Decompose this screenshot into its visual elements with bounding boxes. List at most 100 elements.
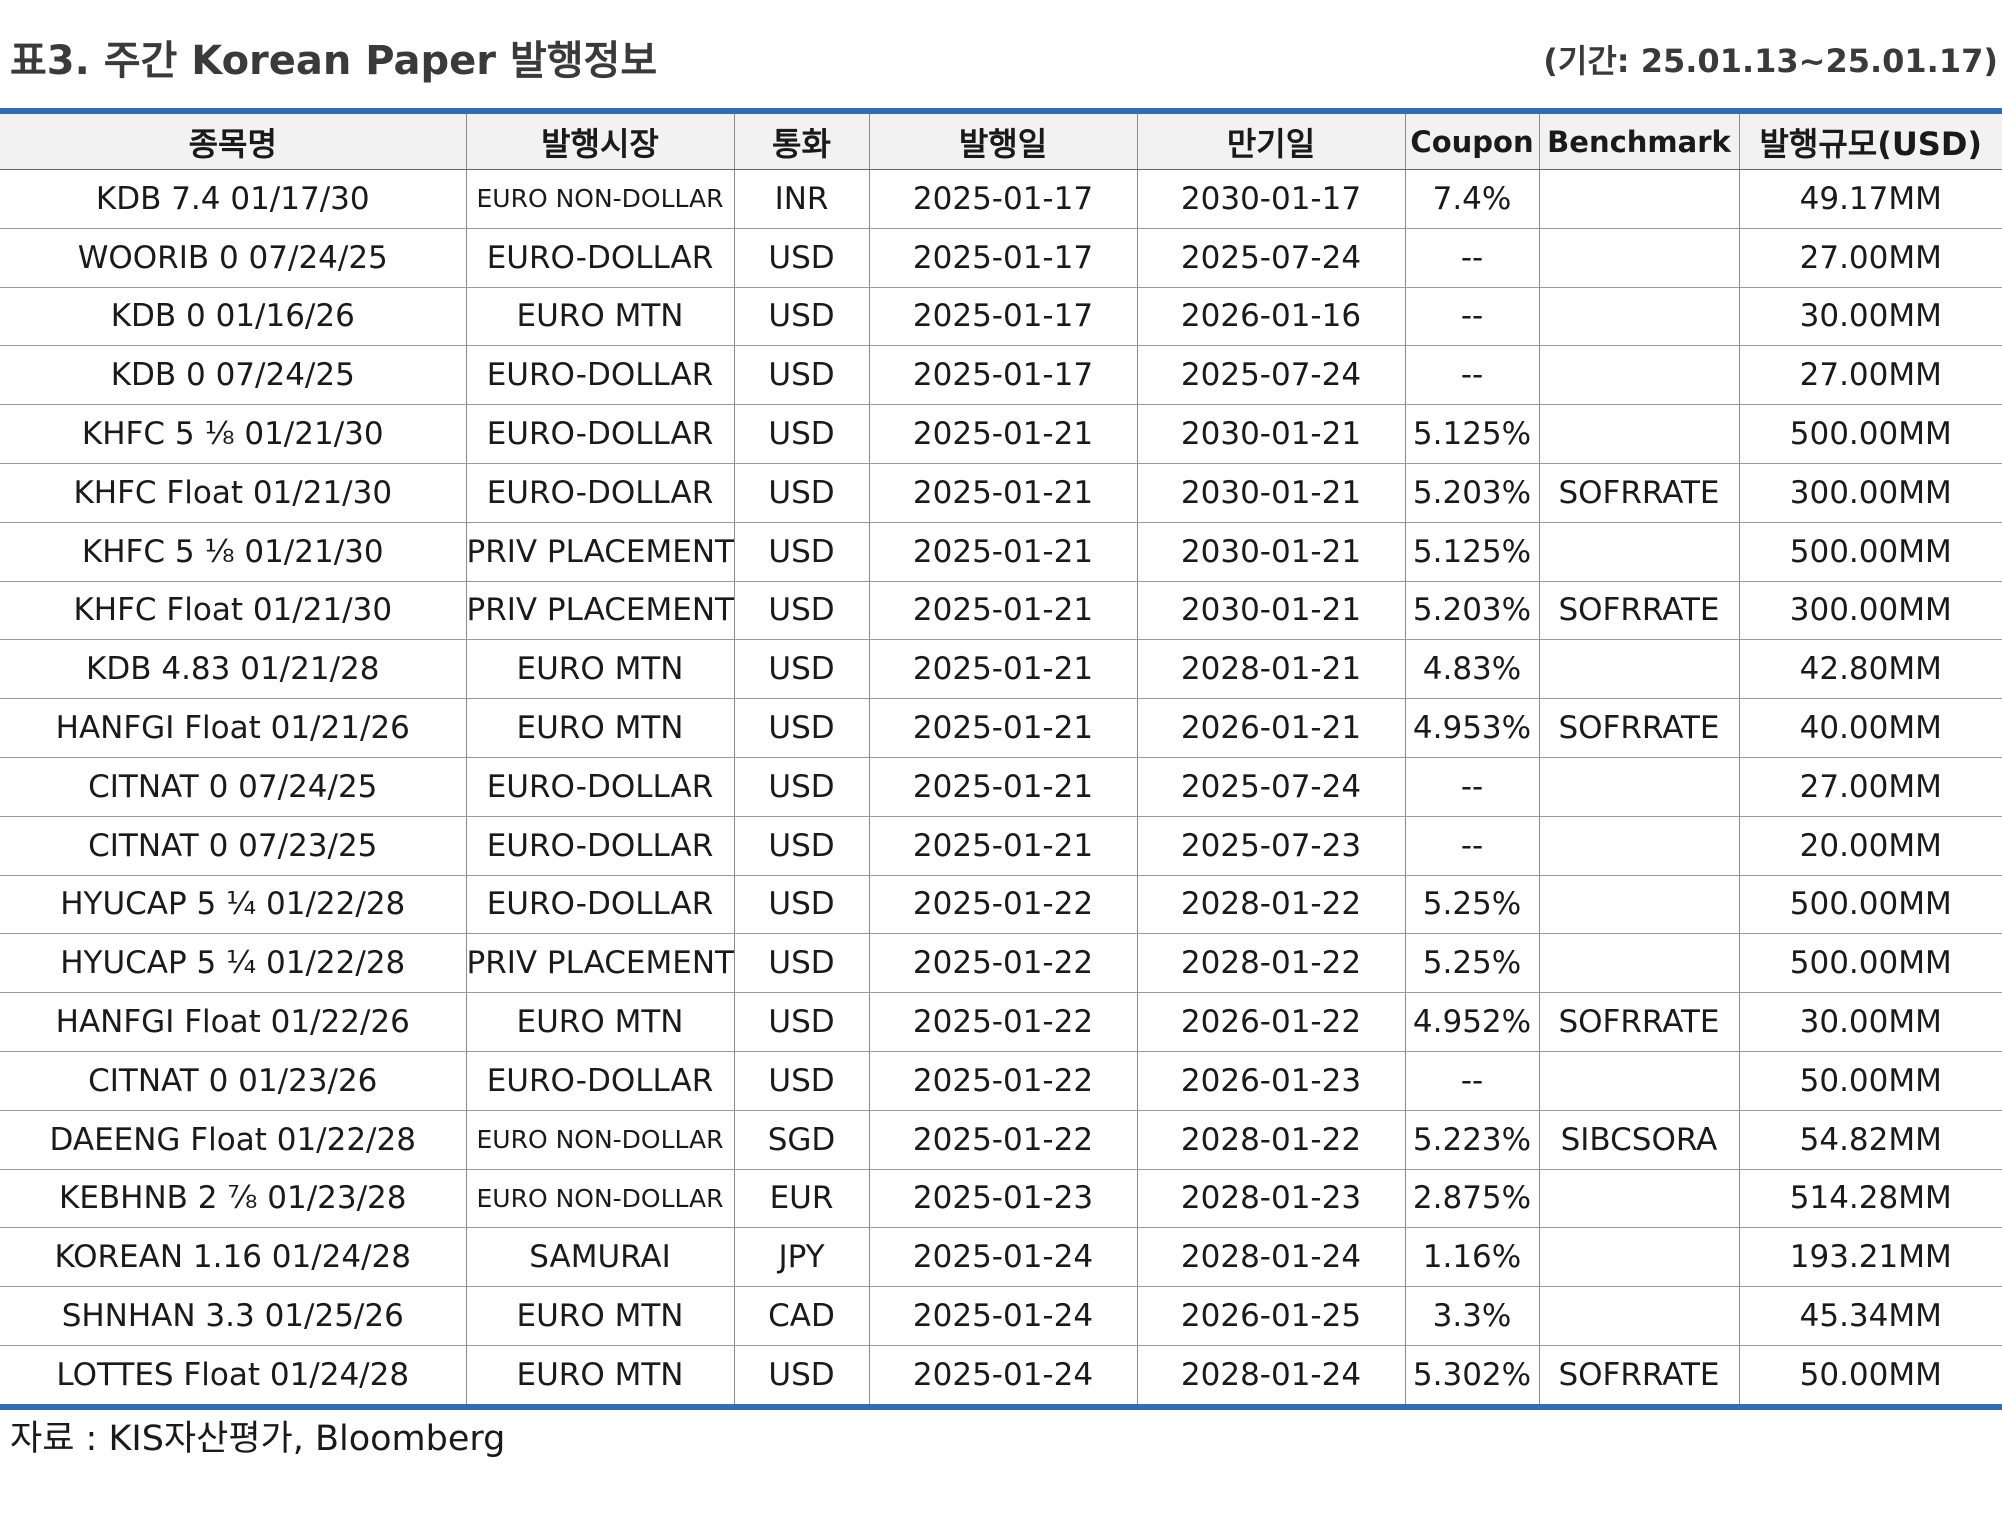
maturity-date-cell: 2028-01-23: [1137, 1169, 1406, 1229]
table-row: WOORIB 0 07/24/25 EURO-DOLLAR USD 2025-01-1…: [0, 228, 2002, 288]
maturity-date-cell: 2025-07-24: [1137, 228, 1406, 288]
coupon-cell: 5.203%: [1405, 581, 1540, 641]
bond-name-cell: KDB 0 07/24/25: [0, 345, 467, 406]
market-cell: EURO-DOLLAR: [466, 875, 735, 935]
table-row: DAEENG Float 01/22/28 EURO NON-DOLLAR SGD 2…: [0, 1110, 2002, 1170]
currency-cell: USD: [734, 404, 870, 464]
issue-date-cell: 2025-01-22: [869, 933, 1138, 994]
coupon-cell: 5.302%: [1405, 1345, 1540, 1404]
maturity-date-cell: 2025-07-23: [1137, 816, 1406, 876]
bond-name-cell: CITNAT 0 01/23/26: [0, 1051, 467, 1111]
benchmark-cell: SOFRRATE: [1539, 698, 1740, 758]
benchmark-cell: [1539, 522, 1740, 582]
coupon-cell: 4.953%: [1405, 698, 1540, 758]
market-cell: EURO MTN: [466, 639, 735, 700]
coupon-cell: 7.4%: [1405, 169, 1540, 229]
table-header-row: 종목명 발행시장 통화 발행일 만기일 Coupon Benchmark 발행규…: [0, 114, 2002, 170]
currency-cell: USD: [734, 345, 870, 406]
benchmark-cell: [1539, 1227, 1740, 1288]
benchmark-cell: SIBCSORA: [1539, 1110, 1740, 1170]
issue-date-cell: 2025-01-21: [869, 757, 1138, 817]
market-cell: EURO-DOLLAR: [466, 757, 735, 817]
bond-name-cell: KHFC 5 ⅛ 01/21/30: [0, 404, 467, 464]
table-row: HANFGI Float 01/22/26 EURO MTN USD 2025-01-…: [0, 992, 2002, 1052]
table-row: LOTTES Float 01/24/28 EURO MTN USD 2025-01-…: [0, 1345, 2002, 1404]
benchmark-cell: [1539, 639, 1740, 700]
market-cell: PRIV PLACEMENT: [466, 933, 735, 994]
maturity-date-cell: 2028-01-24: [1137, 1345, 1406, 1404]
bond-name-cell: KOREAN 1.16 01/24/28: [0, 1227, 467, 1288]
bond-name-cell: HANFGI Float 01/22/26: [0, 992, 467, 1052]
currency-cell: USD: [734, 698, 870, 758]
size-cell: 42.80MM: [1739, 639, 2002, 700]
bond-name-cell: HANFGI Float 01/21/26: [0, 698, 467, 758]
size-cell: 27.00MM: [1739, 345, 2002, 406]
issue-date-cell: 2025-01-21: [869, 639, 1138, 700]
market-cell: EURO-DOLLAR: [466, 228, 735, 288]
issue-date-cell: 2025-01-24: [869, 1227, 1138, 1288]
maturity-date-cell: 2030-01-17: [1137, 169, 1406, 229]
coupon-cell: --: [1405, 1051, 1540, 1111]
benchmark-cell: [1539, 1169, 1740, 1229]
market-cell: EURO-DOLLAR: [466, 345, 735, 406]
currency-cell: EUR: [734, 1169, 870, 1229]
maturity-date-cell: 2026-01-21: [1137, 698, 1406, 758]
bond-name-cell: KEBHNB 2 ⅞ 01/23/28: [0, 1169, 467, 1229]
maturity-date-cell: 2028-01-22: [1137, 875, 1406, 935]
currency-cell: USD: [734, 1345, 870, 1404]
issue-date-cell: 2025-01-23: [869, 1169, 1138, 1229]
size-cell: 300.00MM: [1739, 463, 2002, 523]
currency-cell: USD: [734, 1051, 870, 1111]
size-cell: 500.00MM: [1739, 404, 2002, 464]
table-row: KHFC 5 ⅛ 01/21/30 EURO-DOLLAR USD 2025-01-2…: [0, 404, 2002, 464]
maturity-date-cell: 2030-01-21: [1137, 404, 1406, 464]
coupon-cell: 5.125%: [1405, 404, 1540, 464]
maturity-date-cell: 2028-01-24: [1137, 1227, 1406, 1288]
bond-name-cell: CITNAT 0 07/23/25: [0, 816, 467, 876]
market-cell: EURO-DOLLAR: [466, 404, 735, 464]
benchmark-cell: [1539, 1286, 1740, 1346]
coupon-cell: 3.3%: [1405, 1286, 1540, 1346]
bond-name-cell: LOTTES Float 01/24/28: [0, 1345, 467, 1404]
bond-name-cell: WOORIB 0 07/24/25: [0, 228, 467, 288]
market-cell: EURO MTN: [466, 1286, 735, 1346]
benchmark-cell: [1539, 875, 1740, 935]
table-row: HYUCAP 5 ¼ 01/22/28 PRIV PLACEMENT USD 2025…: [0, 933, 2002, 994]
coupon-cell: 5.25%: [1405, 933, 1540, 994]
coupon-cell: 5.25%: [1405, 875, 1540, 935]
size-cell: 27.00MM: [1739, 757, 2002, 817]
table-body: KDB 7.4 01/17/30 EURO NON-DOLLAR INR 2025-0…: [0, 169, 2002, 1404]
title-row: 표3. 주간 Korean Paper 발행정보 (기간: 25.01.13~2…: [0, 0, 2002, 108]
maturity-date-cell: 2030-01-21: [1137, 463, 1406, 523]
maturity-date-cell: 2028-01-22: [1137, 933, 1406, 994]
table-row: CITNAT 0 01/23/26 EURO-DOLLAR USD 2025-01-2…: [0, 1051, 2002, 1111]
market-cell: EURO-DOLLAR: [466, 463, 735, 523]
benchmark-cell: [1539, 404, 1740, 464]
currency-cell: USD: [734, 757, 870, 817]
source-note: 자료 : KIS자산평가, Bloomberg: [10, 1419, 506, 1459]
coupon-cell: 5.125%: [1405, 522, 1540, 582]
table-row: KHFC Float 01/21/30 EURO-DOLLAR USD 2025-01…: [0, 463, 2002, 523]
bond-name-cell: KDB 0 01/16/26: [0, 287, 467, 347]
table-row: KDB 4.83 01/21/28 EURO MTN USD 2025-01-21 20…: [0, 639, 2002, 700]
column-header-issue-date: 발행일: [869, 114, 1138, 170]
coupon-cell: 4.83%: [1405, 639, 1540, 700]
benchmark-cell: SOFRRATE: [1539, 463, 1740, 523]
size-cell: 27.00MM: [1739, 228, 2002, 288]
market-cell: EURO NON-DOLLAR: [466, 169, 735, 229]
coupon-cell: 4.952%: [1405, 992, 1540, 1052]
benchmark-cell: SOFRRATE: [1539, 1345, 1740, 1404]
coupon-cell: --: [1405, 287, 1540, 347]
size-cell: 500.00MM: [1739, 875, 2002, 935]
market-cell: EURO-DOLLAR: [466, 1051, 735, 1111]
coupon-cell: 5.223%: [1405, 1110, 1540, 1170]
issue-date-cell: 2025-01-17: [869, 169, 1138, 229]
column-header-benchmark: Benchmark: [1539, 114, 1740, 170]
issue-date-cell: 2025-01-24: [869, 1345, 1138, 1404]
size-cell: 50.00MM: [1739, 1051, 2002, 1111]
column-header-market: 발행시장: [466, 114, 735, 170]
issue-date-cell: 2025-01-21: [869, 581, 1138, 641]
size-cell: 500.00MM: [1739, 522, 2002, 582]
bond-name-cell: KDB 7.4 01/17/30: [0, 169, 467, 229]
issuance-table-wrapper: 종목명 발행시장 통화 발행일 만기일 Coupon Benchmark 발행규…: [0, 108, 2002, 1410]
